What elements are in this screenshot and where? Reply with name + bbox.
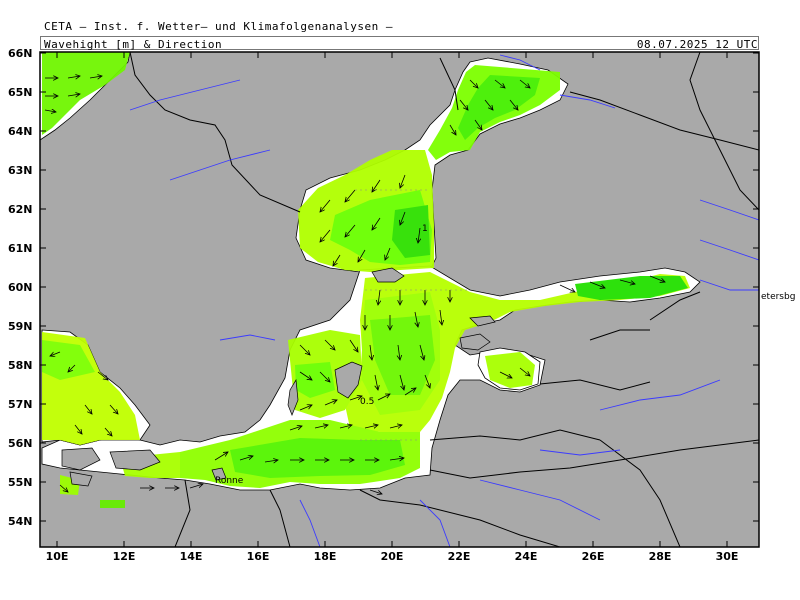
city-label-ronne: Ronne	[215, 476, 244, 486]
lat-label: 57N	[8, 398, 33, 411]
map-frame	[39, 51, 760, 548]
forecast-datetime: 08.07.2025 12 UTC	[636, 38, 758, 51]
header-box	[40, 36, 759, 50]
lat-label: 63N	[8, 164, 33, 177]
graticule	[355, 189, 470, 441]
lon-label: 10E	[46, 550, 69, 563]
lon-label: 20E	[381, 550, 404, 563]
lon-label: 16E	[247, 550, 270, 563]
wave-field	[42, 52, 690, 508]
chart-title: CETA — Inst. f. Wetter— und Klimafolgena…	[44, 20, 394, 33]
lat-label: 56N	[8, 437, 33, 450]
lat-label: 58N	[8, 359, 33, 372]
chart-subtitle: Wavehight [m] & Direction	[44, 38, 223, 51]
lon-label: 30E	[716, 550, 739, 563]
lon-label: 22E	[448, 550, 471, 563]
lat-label: 64N	[8, 125, 33, 138]
rivers	[129, 54, 759, 547]
lat-label: 66N	[8, 47, 33, 60]
lon-label: 28E	[649, 550, 672, 563]
lon-label: 18E	[314, 550, 337, 563]
lat-label: 59N	[8, 320, 33, 333]
lon-label: 26E	[582, 550, 605, 563]
lat-label: 61N	[8, 242, 33, 255]
lat-label: 60N	[8, 281, 33, 294]
lon-label: 24E	[515, 550, 538, 563]
city-label-petersburg: etersbg	[761, 292, 795, 302]
lon-label: 12E	[113, 550, 136, 563]
lon-label: 14E	[180, 550, 203, 563]
lat-label: 55N	[8, 476, 33, 489]
latitude-labels: 66N 65N 64N 63N 62N 61N 60N 59N 58N 57N 56N 55N 54N	[8, 47, 759, 528]
contour-label-1: 1	[422, 224, 428, 234]
longitude-labels: 10E 12E 14E 16E 18E 20E 22E 24E 26E 28E 30E	[46, 52, 739, 563]
country-borders	[129, 52, 759, 547]
lat-label: 62N	[8, 203, 33, 216]
islands	[61, 267, 496, 487]
contour-label-0.5: 0.5	[360, 397, 374, 407]
lat-label: 65N	[8, 86, 33, 99]
lat-label: 54N	[8, 515, 33, 528]
direction-arrows	[44, 76, 665, 494]
